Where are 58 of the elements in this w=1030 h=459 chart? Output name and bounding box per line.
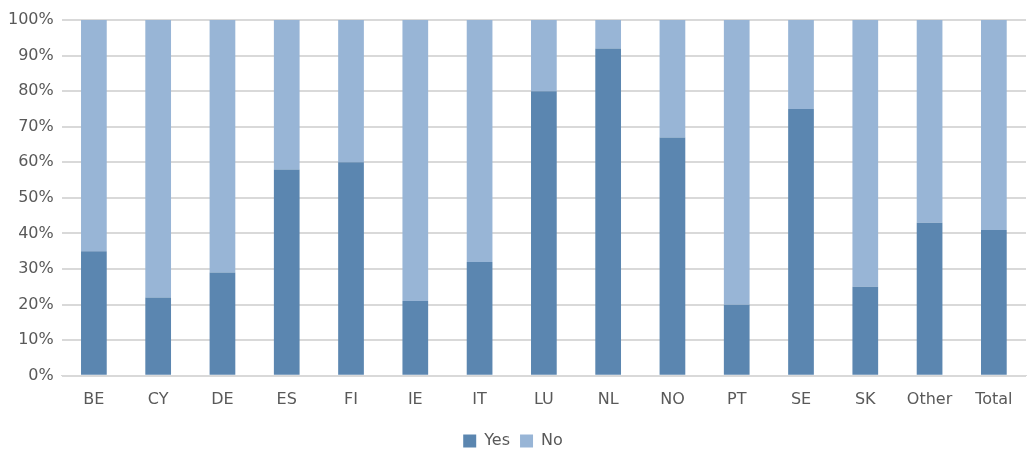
- bar: [531, 20, 557, 92]
- x-tick-label: LU: [533, 388, 554, 408]
- bar: [981, 20, 1007, 230]
- legend-label: No: [541, 430, 563, 450]
- x-tick-label: IE: [407, 388, 423, 408]
- bar: [402, 301, 429, 375]
- bar: [852, 286, 879, 375]
- y-tick-label: 20%: [18, 293, 54, 313]
- y-tick-label: 90%: [18, 44, 54, 64]
- y-tick-label: 80%: [18, 80, 54, 100]
- bar: [916, 20, 943, 223]
- legend-label: Yes: [483, 430, 511, 450]
- bar: [723, 20, 750, 305]
- bar: [916, 222, 943, 375]
- bar: [81, 20, 107, 252]
- y-tick-label: 70%: [18, 115, 54, 135]
- y-tick-label: 50%: [18, 187, 54, 207]
- bar: [531, 91, 557, 375]
- y-tick-label: 0%: [28, 364, 54, 384]
- bar: [338, 20, 364, 163]
- bar: [852, 20, 879, 287]
- x-tick-label: DE: [211, 388, 234, 408]
- x-tick-label: IT: [472, 388, 488, 408]
- y-tick-label: 40%: [18, 222, 54, 242]
- bar: [466, 261, 493, 375]
- bar: [81, 251, 107, 375]
- y-tick-label: 30%: [18, 258, 54, 278]
- bar: [338, 162, 364, 375]
- x-tick-label: ES: [276, 388, 297, 408]
- bar: [466, 20, 493, 262]
- bar: [788, 108, 814, 375]
- x-tick-label: SE: [790, 388, 812, 408]
- x-tick-label: Total: [974, 388, 1013, 408]
- x-tick-label: NO: [660, 388, 685, 408]
- bar: [273, 169, 300, 375]
- y-tick-label: 10%: [18, 329, 54, 349]
- bar: [209, 20, 236, 273]
- y-tick-label: 100%: [7, 9, 54, 29]
- bar: [981, 229, 1007, 375]
- bar: [273, 20, 300, 170]
- bar: [402, 20, 429, 302]
- y-tick-label: 60%: [18, 151, 54, 171]
- x-tick-label: FI: [344, 388, 358, 408]
- bar: [723, 304, 750, 375]
- bar: [659, 20, 686, 138]
- bar: [595, 48, 622, 375]
- bar: [209, 272, 236, 375]
- bar: [659, 137, 686, 375]
- bar: [788, 20, 814, 109]
- bar: [595, 20, 622, 49]
- bar: [145, 297, 172, 375]
- bar: [145, 20, 172, 298]
- x-tick-label: CY: [147, 388, 169, 408]
- x-tick-label: PT: [727, 388, 747, 408]
- x-tick-label: SK: [854, 388, 877, 408]
- x-tick-label: BE: [83, 388, 105, 408]
- x-tick-label: NL: [597, 388, 619, 408]
- x-tick-label: Other: [906, 388, 953, 408]
